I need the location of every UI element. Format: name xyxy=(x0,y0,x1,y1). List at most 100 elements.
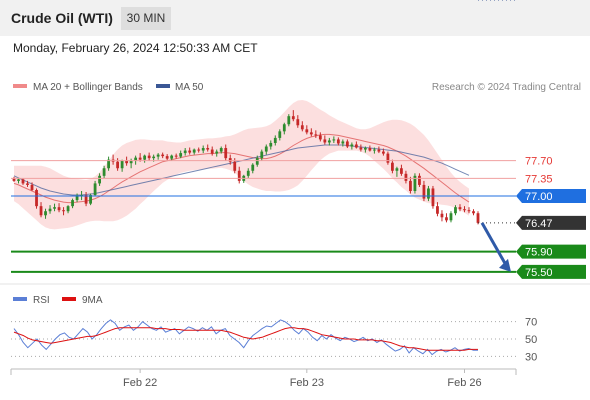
rsi-layer: 70 50 30 xyxy=(11,317,537,363)
candle-body xyxy=(422,184,426,199)
candle-body xyxy=(300,125,304,130)
candle-body xyxy=(129,160,133,164)
candle xyxy=(368,145,372,152)
candle xyxy=(395,166,399,177)
candle-body xyxy=(116,161,120,169)
candle xyxy=(404,170,408,184)
candle-body xyxy=(359,147,363,150)
candle-body xyxy=(21,179,25,184)
candle xyxy=(296,115,300,128)
level-resistance: 77.70 xyxy=(11,156,553,168)
candle-body xyxy=(84,195,88,204)
candle-body xyxy=(296,119,300,126)
candle-body xyxy=(431,188,435,207)
candle xyxy=(228,154,232,165)
timeframe-badge[interactable]: 30 MIN xyxy=(121,7,171,30)
candle xyxy=(273,135,277,146)
candle-body xyxy=(463,209,466,211)
rsi-tick-label: 50 xyxy=(525,334,537,346)
candle-body xyxy=(377,149,381,152)
candle xyxy=(174,153,178,159)
last-price-label: 76.47 xyxy=(525,218,553,230)
x-axis-labels: Feb 22 Feb 23 Feb 26 xyxy=(123,369,482,389)
forecast-arrow-shaft xyxy=(480,222,509,268)
rsi-tick-label: 70 xyxy=(525,317,537,329)
ma20-legend-swatch xyxy=(13,84,27,88)
candle-body xyxy=(291,116,295,120)
candle-body xyxy=(161,154,165,157)
candle xyxy=(183,148,187,156)
candle-body xyxy=(418,175,421,185)
candle xyxy=(382,148,385,156)
candle xyxy=(431,185,435,209)
candle xyxy=(300,121,304,132)
candle xyxy=(21,178,25,185)
candle xyxy=(165,154,169,161)
x-tick-label: Feb 26 xyxy=(447,377,481,389)
candle-body xyxy=(467,210,471,212)
level-support: 75.50 xyxy=(11,264,586,279)
ma20-legend-label: MA 20 + Bollinger Bands xyxy=(33,82,143,93)
candle xyxy=(215,149,219,157)
candle xyxy=(80,191,83,201)
candle-body xyxy=(305,129,309,133)
candle xyxy=(35,188,38,209)
candle-body xyxy=(372,149,376,151)
level-last: 76.47 xyxy=(478,215,586,230)
instrument-title: Crude Oil (WTI) xyxy=(11,10,113,26)
candle xyxy=(66,205,70,214)
candle-body xyxy=(125,160,129,164)
candle xyxy=(84,192,88,207)
candle-body xyxy=(237,170,241,181)
candle-body xyxy=(341,141,345,144)
candle-body xyxy=(53,207,56,209)
candle-body xyxy=(273,137,277,143)
price-layer xyxy=(12,0,516,230)
candle-body xyxy=(228,158,232,162)
forecast-arrow xyxy=(480,222,511,272)
candle xyxy=(125,156,129,166)
candle-body xyxy=(201,148,205,151)
candle xyxy=(260,149,264,161)
candle xyxy=(314,130,318,138)
candle-body xyxy=(314,134,318,136)
candle-body xyxy=(192,149,196,153)
candle-body xyxy=(400,168,403,174)
candle-body xyxy=(215,151,219,154)
candle-body xyxy=(48,208,52,212)
candle xyxy=(251,163,255,174)
candle-body xyxy=(107,159,110,169)
candle xyxy=(327,137,331,146)
candle-body xyxy=(427,188,430,199)
candle-body xyxy=(89,195,92,204)
candle-body xyxy=(318,135,322,140)
candle-body xyxy=(458,207,462,210)
candle xyxy=(440,210,444,222)
candle xyxy=(102,165,106,179)
candle-body xyxy=(66,206,70,212)
candle-body xyxy=(12,178,16,181)
candle-body xyxy=(174,155,178,157)
candle xyxy=(354,141,358,149)
last-price-tag xyxy=(516,215,586,230)
candle-body xyxy=(282,124,286,132)
candle xyxy=(467,207,471,214)
candle xyxy=(458,204,462,212)
candle-body xyxy=(476,213,480,223)
candle xyxy=(472,209,475,216)
support-label: 75.50 xyxy=(525,267,553,279)
candle xyxy=(75,193,79,203)
x-tick-label: Feb 22 xyxy=(123,377,157,389)
rsi-tick-label: 30 xyxy=(525,351,537,363)
candle xyxy=(57,203,61,213)
candle xyxy=(291,110,295,122)
candle xyxy=(62,207,65,216)
candle-body xyxy=(363,148,367,150)
candle xyxy=(197,147,201,153)
candle xyxy=(30,182,34,191)
candle xyxy=(246,168,250,178)
candle xyxy=(476,211,480,225)
candle-body xyxy=(404,173,408,181)
candle xyxy=(350,142,354,150)
rsi-line xyxy=(13,319,478,356)
